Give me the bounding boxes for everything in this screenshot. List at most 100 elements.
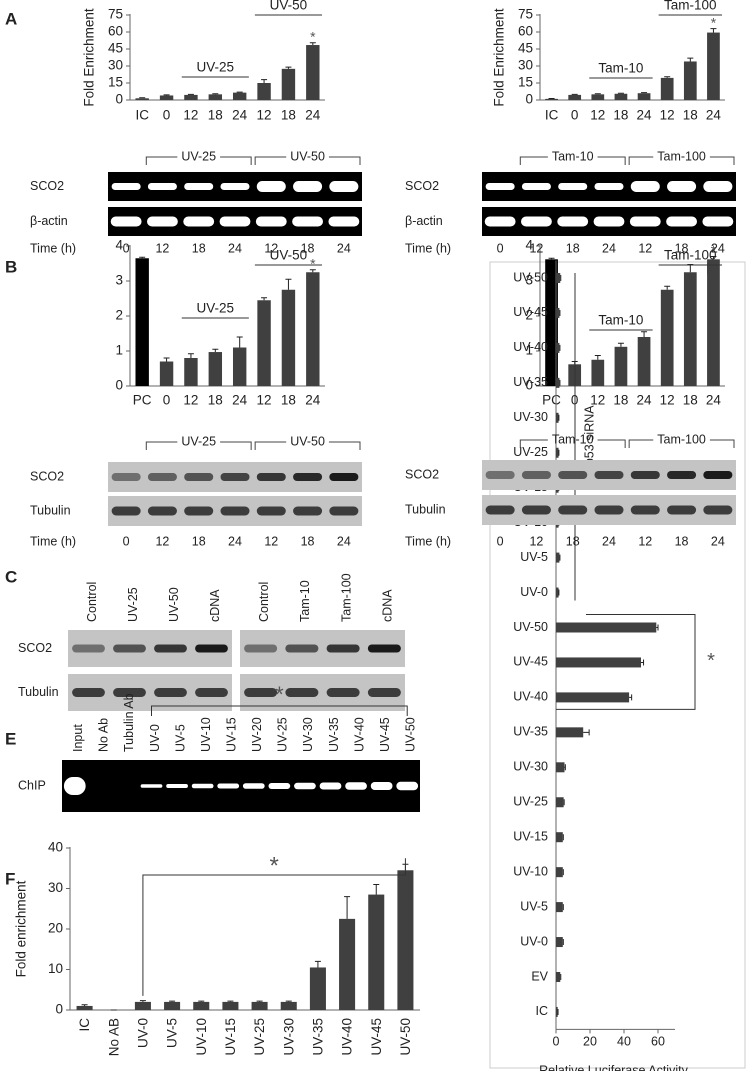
bar bbox=[306, 45, 320, 100]
lane-label: 0 bbox=[497, 534, 504, 548]
error-bar bbox=[687, 264, 694, 273]
blot-band bbox=[285, 688, 319, 697]
panel-label: F bbox=[5, 869, 15, 888]
lane-label: 12 bbox=[638, 241, 652, 255]
blot-row-label: SCO2 bbox=[30, 179, 64, 193]
error-bar bbox=[664, 76, 671, 78]
bar bbox=[556, 902, 563, 913]
bar bbox=[306, 272, 320, 386]
error-bar bbox=[309, 269, 316, 273]
x-tick-label: 18 bbox=[208, 108, 223, 123]
bar bbox=[660, 77, 674, 100]
y-tick-label: UV-25 bbox=[513, 445, 548, 459]
bar bbox=[556, 342, 560, 353]
error-bar bbox=[314, 960, 321, 968]
x-tick-label: 20 bbox=[583, 1035, 597, 1049]
bar bbox=[556, 657, 641, 668]
y-tick-label: 3 bbox=[525, 273, 533, 288]
time-label: Time (h) bbox=[405, 534, 451, 548]
significance-label: * bbox=[711, 242, 717, 258]
bar bbox=[556, 307, 560, 318]
blot-band bbox=[594, 505, 624, 515]
blot-band bbox=[256, 181, 286, 192]
lane-label: 12 bbox=[155, 241, 169, 255]
blot-band bbox=[594, 183, 624, 190]
lane-label: 12 bbox=[529, 241, 543, 255]
lane-label: 24 bbox=[337, 534, 351, 548]
error-bar bbox=[710, 256, 717, 260]
bar bbox=[683, 61, 697, 100]
blot-band bbox=[63, 777, 86, 795]
blot-row-label: SCO2 bbox=[405, 179, 439, 193]
time-label: Time (h) bbox=[30, 241, 76, 255]
lane-label: UV-5 bbox=[173, 724, 187, 752]
bar bbox=[556, 937, 563, 948]
blot-row-label: SCO2 bbox=[18, 641, 52, 655]
significance-label: * bbox=[310, 256, 316, 272]
error-bar bbox=[236, 91, 243, 93]
error-bar bbox=[187, 353, 194, 358]
bar bbox=[660, 289, 674, 386]
error-bar bbox=[285, 66, 292, 69]
y-tick-label: 1 bbox=[525, 343, 533, 358]
blot-band bbox=[147, 506, 177, 516]
error-bar bbox=[81, 1004, 88, 1006]
y-tick-label: 15 bbox=[518, 75, 533, 90]
x-tick-label: UV-15 bbox=[223, 1018, 238, 1056]
blot-band bbox=[367, 688, 401, 697]
group-bracket bbox=[628, 156, 735, 165]
error-bar bbox=[227, 1000, 234, 1002]
bar bbox=[556, 377, 560, 388]
error-bar bbox=[560, 974, 562, 980]
blot-band bbox=[242, 783, 265, 789]
x-tick-label: UV-25 bbox=[252, 1018, 267, 1056]
y-tick-label: UV-5 bbox=[520, 899, 548, 913]
x-tick-label: 24 bbox=[637, 108, 653, 123]
blot-row-label: β-actin bbox=[30, 214, 68, 228]
bar bbox=[232, 347, 247, 386]
bar bbox=[556, 692, 630, 703]
bar bbox=[280, 1001, 297, 1010]
bar bbox=[637, 93, 651, 100]
bar bbox=[368, 894, 385, 1010]
group-label: UV-50 bbox=[270, 248, 308, 263]
blot-band bbox=[521, 505, 551, 515]
lane-label: Control bbox=[85, 582, 99, 622]
group-label: Tam-10 bbox=[598, 313, 643, 328]
blot-band bbox=[629, 216, 661, 227]
blot-band bbox=[113, 688, 146, 697]
group-label: Tam-10 bbox=[598, 61, 643, 76]
x-tick-label: 12 bbox=[590, 108, 605, 123]
blot-band bbox=[329, 473, 359, 481]
error-bar bbox=[563, 799, 565, 806]
x-axis-label: Relative Luciferase Activity bbox=[539, 1064, 688, 1071]
panel-label: C bbox=[5, 567, 17, 586]
y-axis-label: Fold enrichment bbox=[14, 880, 29, 977]
error-bar bbox=[261, 297, 268, 301]
error-bar bbox=[594, 355, 601, 360]
blot-band bbox=[72, 688, 105, 697]
blot-band bbox=[319, 782, 342, 790]
blot-band bbox=[166, 784, 188, 788]
error-bar bbox=[285, 1000, 292, 1002]
error-bar bbox=[548, 257, 555, 260]
lane-label: 0 bbox=[497, 241, 504, 255]
x-tick-label: 24 bbox=[232, 108, 248, 123]
lane-label: UV-50 bbox=[167, 587, 181, 622]
blot-band bbox=[292, 216, 323, 227]
blot-row-label: β-actin bbox=[405, 214, 443, 228]
y-tick-label: UV-45 bbox=[513, 305, 548, 319]
y-tick-label: 0 bbox=[115, 92, 123, 107]
error-bar bbox=[594, 93, 601, 95]
lane-label: cDNA bbox=[381, 589, 395, 622]
x-tick-label: UV-40 bbox=[340, 1018, 355, 1056]
x-tick-label: 18 bbox=[683, 393, 698, 408]
blot-band bbox=[630, 471, 660, 479]
blot-band bbox=[111, 506, 141, 516]
lane-label: Control bbox=[257, 582, 271, 622]
lane-label: 18 bbox=[301, 534, 315, 548]
panel-label: A bbox=[5, 9, 17, 28]
blot-band bbox=[594, 471, 624, 479]
blot-band bbox=[154, 644, 187, 653]
